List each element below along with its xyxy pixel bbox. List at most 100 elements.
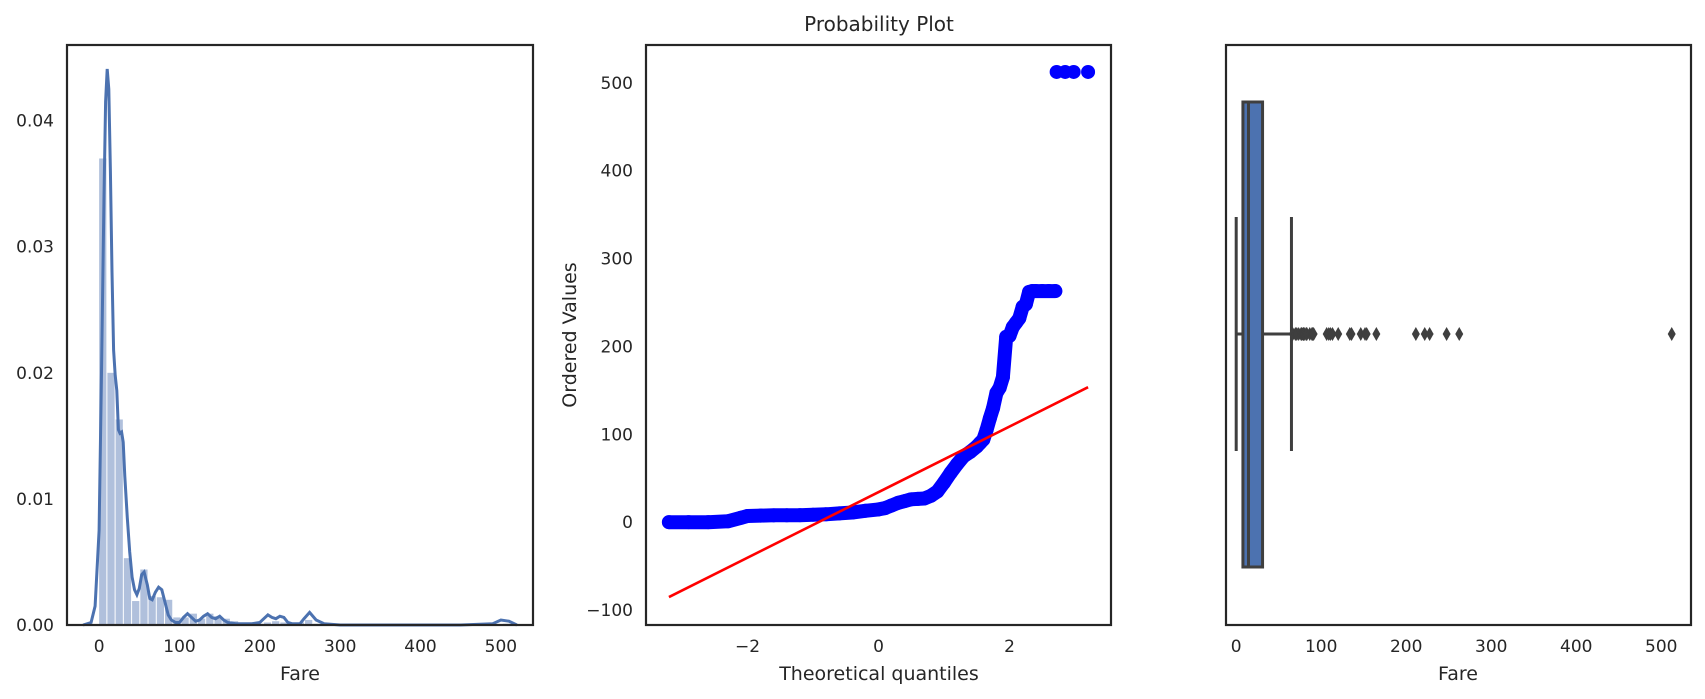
histogram-bar	[156, 597, 165, 625]
histogram-bar	[272, 621, 280, 625]
x-tick-label: 0	[94, 637, 105, 657]
histogram-bar	[107, 372, 115, 625]
data-point	[982, 411, 997, 426]
outlier-marker	[1362, 327, 1371, 341]
histogram-bar	[115, 419, 123, 625]
x-tick-label: 500	[485, 637, 517, 657]
y-tick-label: −100	[586, 601, 633, 621]
x-axis-label: Fare	[280, 663, 320, 685]
data-point	[740, 509, 755, 524]
data-point	[986, 400, 1001, 415]
histogram-bar	[140, 569, 148, 625]
outlier-marker	[1455, 327, 1464, 341]
x-axis-label: Theoretical quantiles	[778, 663, 979, 685]
box-plot	[1234, 100, 1293, 569]
outlier-marker	[1420, 327, 1429, 341]
x-ticks: −2 0 2	[735, 637, 1015, 657]
x-ticks: 0 100 200 300 400 500	[94, 637, 517, 657]
histogram-bar	[123, 558, 132, 625]
data-point	[779, 508, 794, 523]
outlier-marker	[1356, 327, 1365, 341]
x-tick-label: 0	[873, 637, 884, 657]
histogram-bar	[148, 596, 156, 625]
x-tick-label: 200	[244, 637, 276, 657]
y-tick-label: 200	[601, 337, 633, 357]
x-tick-label: −2	[735, 637, 760, 657]
x-tick-label: 2	[1004, 637, 1015, 657]
y-tick-label: 100	[601, 425, 633, 445]
histogram-bar	[263, 622, 272, 625]
data-point	[1012, 311, 1027, 326]
x-tick-label: 300	[324, 637, 356, 657]
fit-line	[668, 386, 1089, 599]
x-tick-label: 500	[1645, 637, 1677, 657]
histogram-bar	[181, 617, 189, 625]
y-axis-label: Ordered Values	[559, 262, 581, 407]
data-point	[979, 422, 994, 437]
data-point	[845, 505, 860, 520]
data-point	[753, 508, 768, 523]
data-point	[858, 503, 873, 518]
x-tick-label: 0	[1231, 637, 1242, 657]
histogram-bar	[206, 613, 214, 625]
data-point	[806, 507, 821, 522]
x-tick-label: 100	[1305, 637, 1337, 657]
probability-plot-panel: Probability Plot −2 0 2 −100 0 100 200 300 400 5…	[559, 12, 1113, 685]
data-point	[701, 515, 716, 530]
x-tick-label: 400	[1560, 637, 1592, 657]
x-ticks: 0 100 200 300 400 500	[1231, 637, 1678, 657]
histogram-bar	[280, 622, 288, 625]
histogram-bar	[214, 616, 222, 625]
ordered-values-points	[661, 64, 1096, 530]
x-tick-label: 300	[1475, 637, 1507, 657]
y-tick-label: 500	[601, 74, 633, 94]
data-point	[1066, 64, 1081, 79]
y-tick-label: 300	[601, 250, 633, 270]
outlier-marker	[1309, 327, 1318, 341]
outlier-marker	[1372, 327, 1381, 341]
kde-line	[82, 68, 518, 627]
chart-title: Probability Plot	[804, 12, 954, 36]
plot-frame	[1224, 43, 1693, 627]
histogram-bars	[99, 158, 511, 625]
histogram-bar	[305, 619, 313, 625]
data-point	[661, 515, 676, 530]
fare-distribution-panel: 0 100 200 300 400 500 0.00 0.01 0.02 0.03 0.04 Fa…	[16, 43, 535, 685]
data-point	[720, 514, 735, 529]
y-tick-label: 0.02	[16, 364, 54, 384]
x-tick-label: 100	[163, 637, 195, 657]
data-point	[792, 508, 807, 523]
y-ticks: −100 0 100 200 300 400 500	[586, 74, 633, 621]
y-tick-label: 0.00	[16, 616, 54, 636]
x-tick-label: 200	[1390, 637, 1422, 657]
outlier-marker	[1442, 327, 1451, 341]
outlier-marker	[1328, 327, 1337, 341]
y-tick-label: 0.03	[16, 238, 54, 258]
data-point	[1081, 64, 1096, 79]
histogram-bar	[99, 158, 107, 625]
plot-frame	[65, 43, 535, 627]
y-tick-label: 0.04	[16, 112, 54, 132]
y-tick-label: 0.01	[16, 490, 54, 510]
y-tick-label: 0	[622, 513, 633, 533]
data-point	[995, 370, 1010, 385]
y-ticks: 0.00 0.01 0.02 0.03 0.04	[16, 112, 54, 636]
outlier-marker	[1347, 327, 1356, 341]
data-point	[681, 515, 696, 530]
data-point	[766, 508, 781, 523]
outlier-marker	[1334, 327, 1343, 341]
x-axis-label: Fare	[1438, 663, 1478, 685]
outlier-marker	[1411, 327, 1420, 341]
fare-boxplot-panel: 0 100 200 300 400 500 Fare	[1224, 43, 1693, 685]
outlier-marker	[1425, 327, 1434, 341]
data-point	[1048, 284, 1063, 299]
histogram-bar	[132, 601, 140, 625]
data-point	[1018, 297, 1033, 312]
x-tick-label: 400	[404, 637, 436, 657]
interquartile-box	[1241, 100, 1265, 569]
y-tick-label: 400	[601, 162, 633, 182]
data-point	[992, 380, 1007, 395]
outlier-points	[1288, 327, 1676, 341]
histogram-bar	[197, 618, 206, 625]
